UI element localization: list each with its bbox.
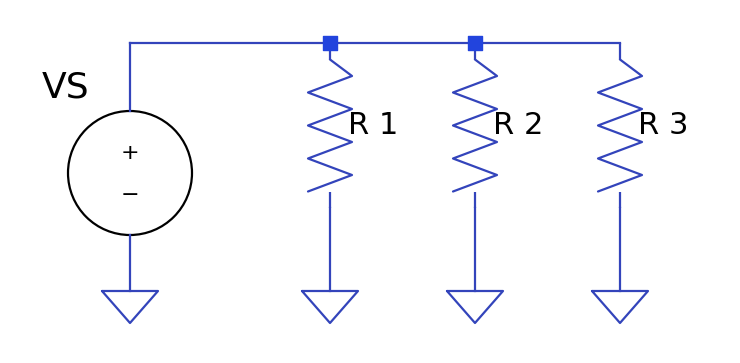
Text: R 1: R 1	[348, 111, 398, 140]
Point	[469, 40, 481, 46]
Point	[324, 40, 336, 46]
Text: VS: VS	[42, 71, 90, 105]
Text: −: −	[121, 185, 139, 205]
Text: R 3: R 3	[638, 111, 688, 140]
Text: R 2: R 2	[493, 111, 543, 140]
Text: +: +	[121, 143, 139, 163]
